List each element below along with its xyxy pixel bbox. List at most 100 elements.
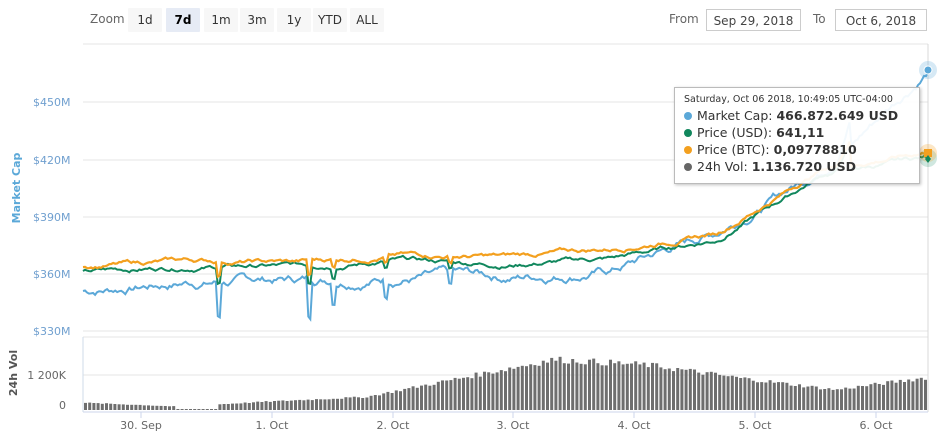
volume-bar (793, 386, 797, 410)
market-cap-marker (923, 65, 933, 75)
volume-bar (890, 380, 894, 410)
hover-markers (919, 61, 937, 167)
range-button-1d[interactable]: 1d (128, 8, 162, 32)
range-button-ytd[interactable]: YTD (313, 8, 347, 32)
volume-bar (189, 409, 192, 410)
volume-bar (688, 368, 692, 410)
volume-bar (491, 373, 495, 410)
volume-bar (810, 385, 814, 410)
x-tick: 5. Oct (738, 419, 772, 432)
tooltip-header: Saturday, Oct 06 2018, 10:49:05 UTC-04:0… (684, 94, 893, 105)
range-button-7d[interactable]: 7d (166, 8, 200, 32)
volume-bar (357, 397, 360, 410)
volume-bar (457, 378, 461, 410)
range-button-all[interactable]: ALL (350, 8, 384, 32)
volume-bar (235, 403, 239, 410)
from-date-input[interactable]: Sep 29, 2018 (706, 9, 801, 31)
volume-bar (604, 365, 608, 410)
volume-bar (155, 405, 159, 410)
to-label: To (813, 12, 826, 26)
volume-bar (798, 384, 801, 410)
range-button-1y[interactable]: 1y (277, 8, 311, 32)
volume-bar (159, 405, 163, 410)
grid-lines (82, 43, 929, 413)
volume-bar (672, 371, 675, 410)
volume-bar (684, 369, 688, 410)
volume-bar (285, 401, 289, 410)
volume-bar (348, 397, 352, 410)
to-date-input[interactable]: Oct 6, 2018 (835, 9, 927, 31)
volume-bar (483, 371, 486, 410)
volume-bar (583, 364, 587, 410)
volume-bar (646, 367, 650, 410)
volume-bar (772, 382, 776, 410)
volume-bar (420, 385, 423, 410)
volume-bar (617, 361, 621, 410)
volume-bar (844, 387, 848, 410)
volume-bar (399, 391, 402, 410)
volume-bar (113, 404, 117, 410)
volume-bar (567, 363, 570, 410)
volume-bar (109, 403, 113, 410)
volume-bar (142, 405, 146, 410)
volume-bar (562, 363, 566, 410)
chart-tooltip: Saturday, Oct 06 2018, 10:49:05 UTC-04:0… (674, 87, 920, 184)
y-tick: 0 (59, 399, 66, 412)
volume-bar (730, 375, 734, 410)
volume-bar (323, 399, 327, 410)
volume-bar (147, 405, 150, 410)
volume-bar (222, 404, 226, 410)
volume-bar (823, 389, 827, 410)
market-cap-line (82, 70, 929, 322)
volume-bar (151, 405, 155, 410)
volume-bar (96, 403, 100, 410)
volume-bar (659, 367, 663, 410)
x-tick: 4. Oct (617, 419, 651, 432)
volume-bar (819, 389, 822, 410)
volume-bar (508, 367, 512, 410)
volume-dot-icon (684, 163, 692, 171)
volume-bar (835, 389, 839, 410)
volume-bar (873, 382, 877, 410)
volume-bar (369, 395, 373, 410)
volume-bar (84, 402, 87, 410)
volume-bar (168, 406, 171, 410)
volume-bar (239, 403, 243, 410)
volume-bar (449, 380, 453, 410)
volume-bar (394, 390, 398, 410)
volume-bar (264, 401, 268, 410)
x-tick: 2. Oct (376, 419, 410, 432)
price-usd-dot-icon (684, 129, 692, 137)
price-btc-dot-icon (684, 146, 692, 154)
range-button-3m[interactable]: 3m (240, 8, 274, 32)
volume-bar (894, 382, 898, 410)
volume-bar (915, 378, 919, 410)
volume-bar (327, 399, 331, 410)
volume-bar (499, 370, 503, 410)
volume-bar (596, 363, 600, 410)
volume-bar (403, 388, 407, 410)
volume-bar (487, 372, 491, 410)
volume-bar (756, 382, 759, 410)
x-tick: 3. Oct (496, 419, 530, 432)
volume-bar (268, 401, 272, 410)
volume-bar (453, 377, 457, 410)
price-btc-marker (924, 149, 932, 157)
volume-bar (176, 409, 180, 410)
volume-bar (554, 360, 558, 410)
volume-bar (571, 359, 575, 410)
volume-bar (256, 401, 260, 410)
volume-bar (441, 380, 444, 410)
range-button-1m[interactable]: 1m (204, 8, 238, 32)
volume-bar (218, 404, 222, 410)
volume-bar (138, 404, 142, 410)
volume-bar (180, 409, 184, 410)
volume-bar (714, 372, 717, 410)
volume-bar (907, 379, 911, 410)
volume-bar (726, 376, 730, 410)
volume-bar (100, 403, 104, 410)
price-usd-marker (925, 155, 931, 163)
volume-bar (462, 377, 465, 410)
volume-bar (877, 384, 881, 410)
